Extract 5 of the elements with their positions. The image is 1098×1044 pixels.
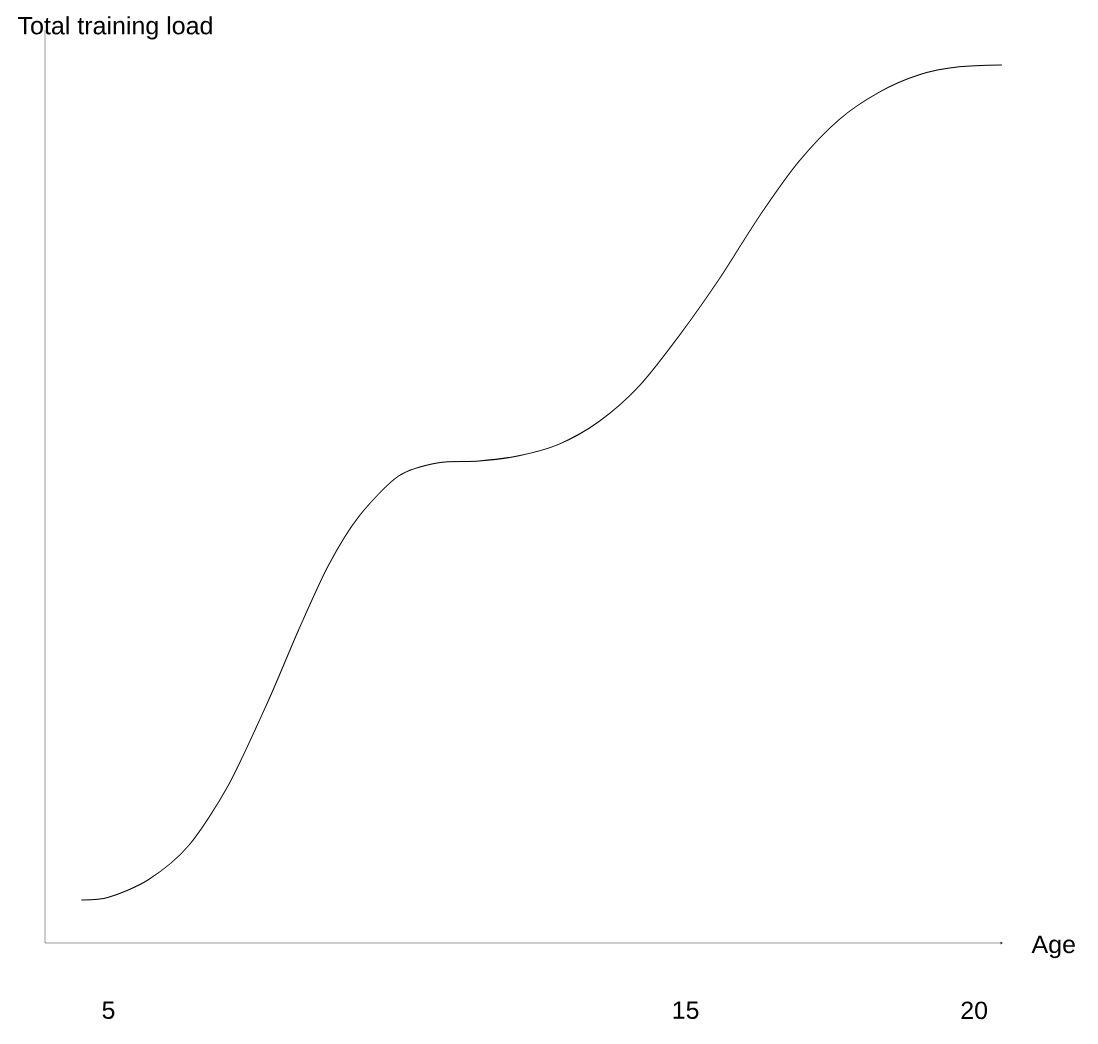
y-axis-title: Total training load — [18, 16, 212, 40]
x-tick-label: 15 — [673, 1001, 699, 1019]
x-tick-label: 20 — [961, 1001, 988, 1020]
x-axis-title: Age — [1031, 935, 1075, 959]
x-tick-label: 5 — [102, 1001, 115, 1019]
